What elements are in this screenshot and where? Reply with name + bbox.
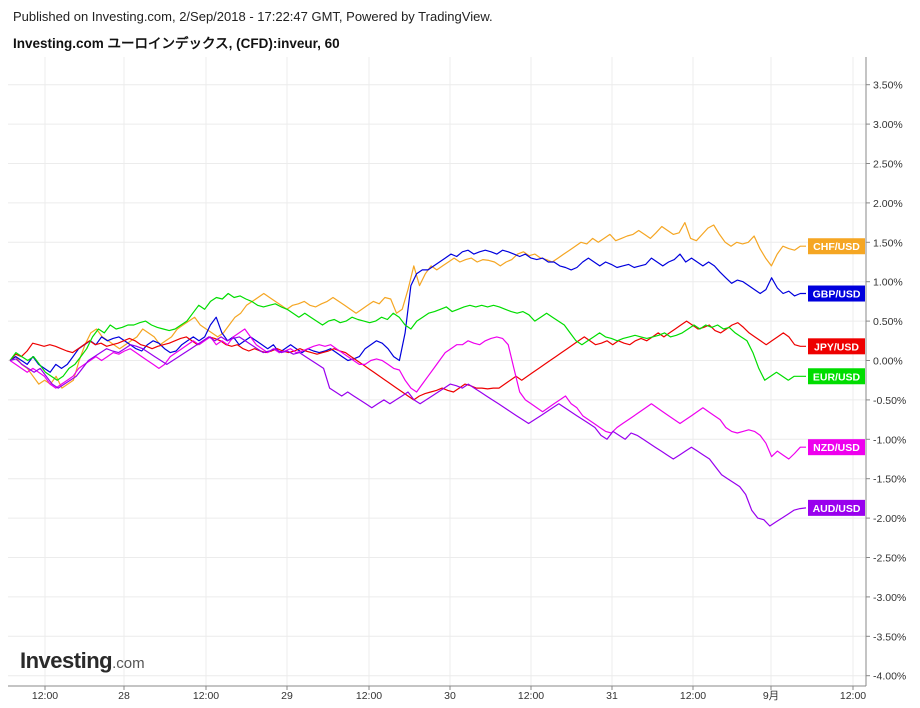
y-tick-label: 1.50% bbox=[873, 237, 903, 249]
series-end-labels: CHF/USD GBP/USD JPY/USD EUR/USD NZD/USD AUD/U… bbox=[808, 238, 865, 516]
series-label-text: AUD/USD bbox=[813, 503, 861, 515]
chart-title: Investing.com ユーロインデックス, (CFD):inveur, 6… bbox=[13, 36, 340, 51]
series-label-bg bbox=[808, 368, 865, 385]
series-line-nzdusd[interactable] bbox=[9, 328, 806, 460]
y-tick-label: 2.50% bbox=[873, 159, 903, 171]
series-lines bbox=[9, 222, 807, 527]
series-line-audusd[interactable] bbox=[9, 336, 807, 527]
series-label-text: NZD/USD bbox=[813, 442, 860, 454]
y-tick-label: -4.00% bbox=[873, 671, 906, 683]
x-tick-label: 9月 bbox=[763, 690, 779, 702]
series-label-text: GBP/USD bbox=[813, 289, 861, 301]
series-label-bg bbox=[808, 499, 865, 516]
grid-lines bbox=[8, 57, 866, 686]
x-tick-label: 12:00 bbox=[32, 690, 58, 702]
x-axis-ticks: 12:00 28 12:00 29 12:00 30 12:00 31 12:00 9月 12:00 bbox=[32, 686, 866, 702]
logo-main: Investing bbox=[20, 648, 113, 673]
x-tick-label: 28 bbox=[118, 690, 130, 702]
series-label-nzdusd: NZD/USD bbox=[808, 439, 865, 456]
x-tick-label: 12:00 bbox=[680, 690, 706, 702]
series-label-text: JPY/USD bbox=[814, 341, 859, 353]
y-tick-label: -3.50% bbox=[873, 631, 906, 643]
y-tick-label: -3.00% bbox=[873, 592, 906, 604]
series-label-bg bbox=[808, 238, 865, 255]
x-tick-label: 12:00 bbox=[518, 690, 544, 702]
logo-suffix: .com bbox=[112, 655, 145, 672]
series-label-jpyusd: JPY/USD bbox=[808, 338, 865, 355]
y-tick-label: 3.50% bbox=[873, 80, 903, 92]
published-line: Published on Investing.com, 2/Sep/2018 -… bbox=[13, 9, 493, 24]
y-tick-label: -1.00% bbox=[873, 434, 906, 446]
series-label-bg bbox=[808, 285, 865, 302]
y-tick-label: 0.50% bbox=[873, 316, 903, 328]
series-label-chfusd: CHF/USD bbox=[808, 238, 865, 255]
y-tick-label: -2.00% bbox=[873, 513, 906, 525]
series-label-bg bbox=[808, 439, 865, 456]
x-tick-label: 31 bbox=[606, 690, 618, 702]
y-tick-label: -0.50% bbox=[873, 395, 906, 407]
x-tick-label: 12:00 bbox=[193, 690, 219, 702]
y-tick-label: 1.00% bbox=[873, 277, 903, 289]
series-label-audusd: AUD/USD bbox=[808, 499, 865, 516]
y-tick-label: -2.50% bbox=[873, 553, 906, 565]
x-tick-label: 12:00 bbox=[840, 690, 866, 702]
y-tick-label: -1.50% bbox=[873, 474, 906, 486]
investing-logo: Investing.com bbox=[20, 648, 145, 674]
x-tick-label: 12:00 bbox=[356, 690, 382, 702]
series-label-eurusd: EUR/USD bbox=[808, 368, 865, 385]
series-line-jpyusd[interactable] bbox=[9, 320, 806, 401]
series-label-text: EUR/USD bbox=[813, 371, 861, 383]
series-label-gbpusd: GBP/USD bbox=[808, 285, 865, 302]
y-axis-ticks: 3.50% 3.00% 2.50% 2.00% 1.50% 1.00% 0.50% 0.00%… bbox=[866, 80, 906, 683]
axes bbox=[8, 57, 867, 687]
series-label-text: CHF/USD bbox=[813, 241, 860, 253]
x-tick-label: 29 bbox=[281, 690, 293, 702]
y-tick-label: 0.00% bbox=[873, 356, 903, 368]
y-tick-label: 3.00% bbox=[873, 119, 903, 131]
series-label-bg bbox=[808, 338, 865, 355]
series-line-gbpusd[interactable] bbox=[9, 249, 806, 373]
series-line-chfusd[interactable] bbox=[9, 222, 806, 389]
y-tick-label: 2.00% bbox=[873, 198, 903, 210]
x-tick-label: 30 bbox=[444, 690, 456, 702]
series-line-eurusd[interactable] bbox=[9, 292, 806, 381]
